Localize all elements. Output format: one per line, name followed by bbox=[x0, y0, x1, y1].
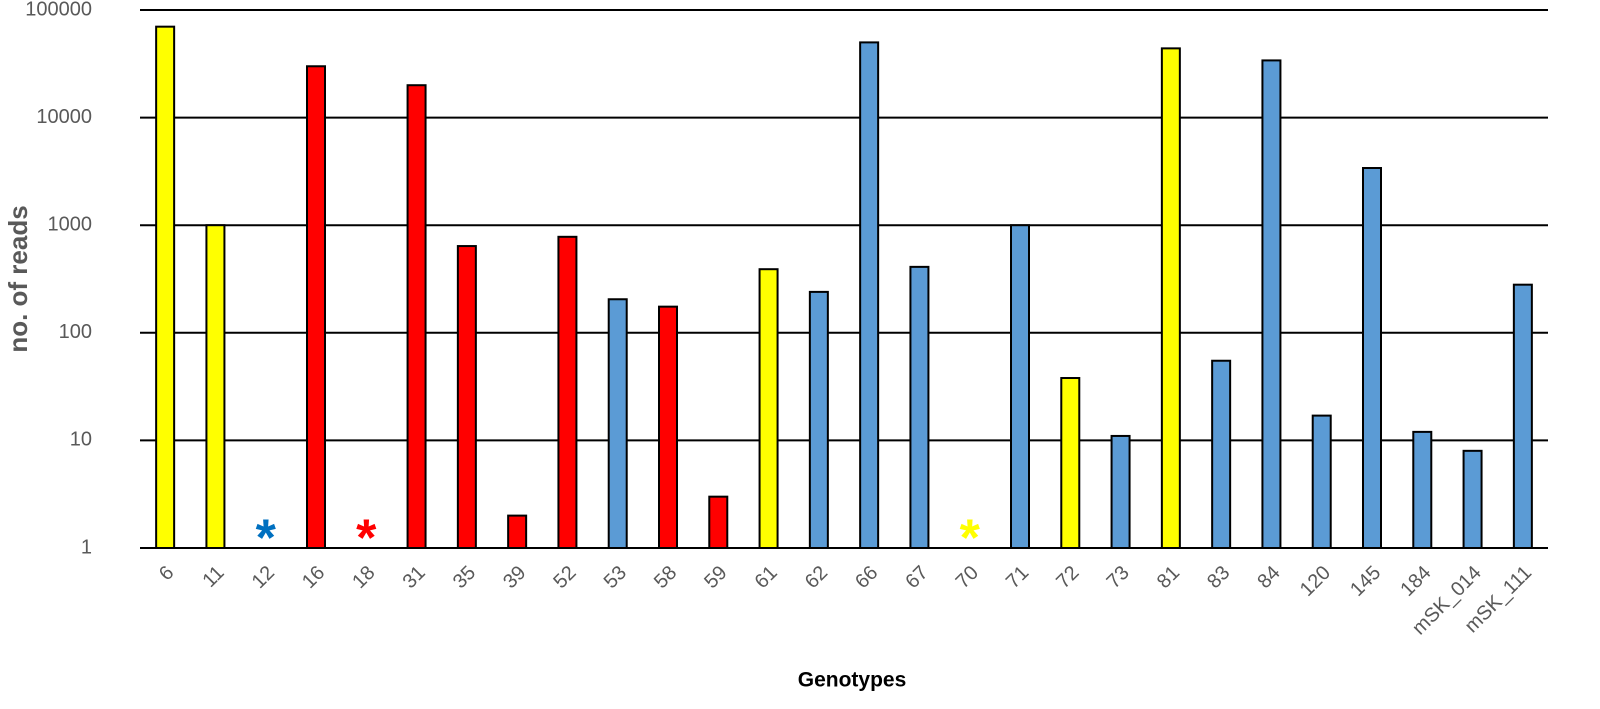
y-tick-label: 10 bbox=[70, 429, 92, 451]
bar bbox=[1211, 359, 1232, 549]
bar bbox=[1462, 449, 1483, 549]
y-axis-title: no. of reads bbox=[3, 205, 33, 352]
x-tick-label: 73 bbox=[1103, 562, 1134, 593]
x-tick-label: 81 bbox=[1153, 562, 1184, 593]
missing-marker: * bbox=[356, 510, 377, 568]
missing-marker: * bbox=[256, 510, 277, 568]
x-tick-label: 71 bbox=[1002, 562, 1033, 593]
bar bbox=[758, 268, 779, 549]
x-tick-label: 53 bbox=[600, 562, 631, 593]
bar bbox=[909, 265, 930, 549]
bar bbox=[1362, 167, 1382, 549]
bar bbox=[708, 495, 729, 549]
bar bbox=[155, 25, 176, 549]
x-tick-label: 58 bbox=[650, 562, 681, 593]
x-tick-label: 52 bbox=[549, 562, 580, 593]
x-axis-title: Genotypes bbox=[798, 669, 907, 692]
bar bbox=[1060, 377, 1081, 549]
y-tick-label: 100000 bbox=[25, 0, 92, 20]
bar bbox=[1160, 47, 1181, 549]
x-tick-label: 16 bbox=[298, 562, 329, 593]
bar bbox=[1010, 224, 1030, 549]
x-tick-label: 62 bbox=[801, 562, 832, 593]
x-tick-label: 84 bbox=[1253, 562, 1284, 593]
x-tick-label: 66 bbox=[851, 562, 882, 593]
bar bbox=[859, 41, 880, 549]
bar bbox=[1110, 434, 1131, 549]
bar bbox=[1512, 283, 1533, 549]
x-tick-label: 184 bbox=[1396, 562, 1435, 601]
bar bbox=[205, 224, 226, 549]
bar bbox=[507, 514, 528, 550]
x-tick-label: 11 bbox=[198, 562, 228, 592]
bar bbox=[456, 245, 477, 550]
bar bbox=[1311, 414, 1332, 549]
x-tick-label: 39 bbox=[499, 562, 530, 593]
bar bbox=[658, 305, 678, 549]
x-tick-label: 61 bbox=[751, 562, 782, 593]
x-tick-label: 35 bbox=[449, 562, 480, 593]
y-tick-label: 1000 bbox=[48, 213, 93, 235]
x-tick-label: 59 bbox=[700, 562, 731, 593]
y-tick-label: 1 bbox=[81, 536, 92, 558]
x-tick-label: 120 bbox=[1296, 562, 1335, 601]
x-tick-label: 72 bbox=[1052, 562, 1083, 593]
bar bbox=[557, 235, 578, 550]
y-tick-label: 100 bbox=[59, 321, 92, 343]
y-tick-label: 10000 bbox=[36, 106, 92, 128]
x-tick-label: 31 bbox=[399, 562, 430, 593]
x-tick-label: 67 bbox=[901, 562, 932, 593]
bar bbox=[306, 65, 326, 549]
bar bbox=[1261, 59, 1282, 549]
bar bbox=[406, 84, 427, 550]
bar bbox=[808, 290, 829, 549]
bar bbox=[607, 298, 628, 549]
bar bbox=[1412, 430, 1433, 549]
missing-marker: * bbox=[960, 510, 981, 568]
x-tick-label: 6 bbox=[155, 562, 178, 585]
x-tick-label: 145 bbox=[1346, 562, 1385, 601]
x-tick-label: 83 bbox=[1203, 562, 1234, 593]
